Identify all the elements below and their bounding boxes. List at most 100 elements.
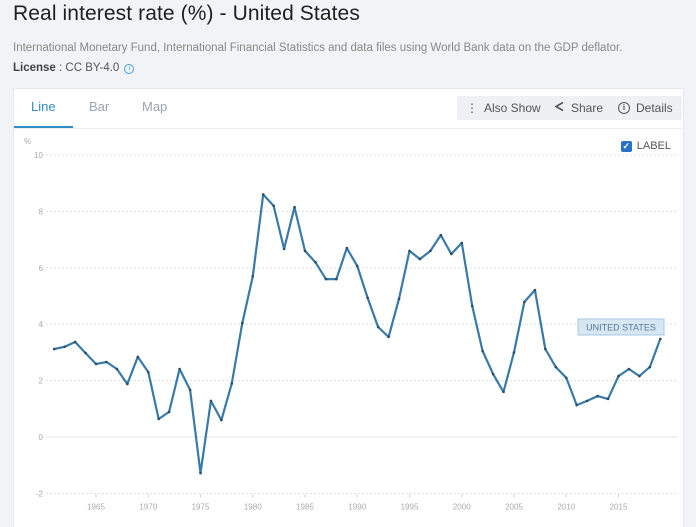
tab-map[interactable]: Map: [142, 99, 168, 114]
data-point-1990[interactable]: [355, 264, 359, 268]
source-text: International Monetary Fund, Internation…: [13, 42, 623, 54]
details-button[interactable]: i Details: [609, 96, 682, 120]
data-point-1995[interactable]: [408, 249, 411, 253]
data-point-2018[interactable]: [648, 365, 652, 369]
data-point-2001[interactable]: [470, 304, 474, 308]
data-point-1996[interactable]: [418, 257, 422, 261]
share-icon: [554, 101, 565, 115]
also-show-label: Also Show: [484, 101, 541, 115]
data-point-1991[interactable]: [366, 296, 370, 300]
data-point-1981[interactable]: [261, 193, 265, 196]
data-point-1968[interactable]: [126, 382, 129, 386]
tab-line[interactable]: Line: [31, 99, 56, 114]
data-point-1965[interactable]: [94, 362, 98, 366]
data-point-1970[interactable]: [146, 370, 150, 374]
data-point-1978[interactable]: [230, 382, 234, 385]
vertical-dots-icon: ⋮: [466, 101, 478, 115]
data-point-1999[interactable]: [450, 252, 453, 256]
data-point-2019[interactable]: [659, 337, 662, 341]
tab-bar[interactable]: Bar: [89, 99, 110, 114]
page-title: Real interest rate (%) - United States: [13, 2, 360, 25]
share-label: Share: [571, 101, 604, 115]
data-point-1973[interactable]: [178, 367, 181, 371]
x-tick-label: 2000: [453, 502, 471, 511]
data-point-2016[interactable]: [627, 367, 631, 371]
data-point-2013[interactable]: [596, 394, 599, 398]
data-point-1976[interactable]: [209, 399, 213, 403]
data-point-1966[interactable]: [105, 360, 108, 364]
data-point-2017[interactable]: [638, 374, 641, 378]
data-point-2004[interactable]: [502, 390, 505, 394]
data-point-2012[interactable]: [585, 399, 589, 403]
data-point-1961[interactable]: [52, 347, 56, 351]
license: License : CC BY-4.0 i: [13, 62, 135, 74]
data-point-1975[interactable]: [199, 471, 202, 475]
share-button[interactable]: Share: [545, 96, 613, 120]
data-point-1994[interactable]: [397, 297, 401, 301]
y-tick-label: 6: [39, 264, 44, 273]
data-point-1987[interactable]: [324, 277, 328, 281]
data-point-1972[interactable]: [167, 410, 171, 414]
label-checkbox[interactable]: ✓: [620, 140, 632, 152]
chart-card: Line Bar Map ⋮ Also Show Share i Details…: [13, 88, 684, 527]
y-tick-label: -2: [36, 489, 44, 498]
data-point-1997[interactable]: [429, 249, 432, 253]
data-point-1982[interactable]: [272, 204, 275, 208]
license-value: CC BY-4.0: [65, 62, 120, 74]
x-tick-label: 2005: [505, 502, 523, 511]
data-point-2006[interactable]: [523, 300, 526, 304]
data-point-1998[interactable]: [439, 233, 443, 237]
data-point-2009[interactable]: [554, 365, 558, 369]
data-point-1983[interactable]: [282, 247, 286, 251]
data-point-1992[interactable]: [376, 325, 380, 329]
data-point-2015[interactable]: [617, 374, 620, 378]
y-tick-label: 10: [34, 151, 43, 160]
data-point-1979[interactable]: [241, 321, 244, 325]
license-label: License: [13, 62, 56, 74]
data-point-1963[interactable]: [73, 340, 77, 344]
series-label-background: [577, 318, 665, 336]
series-label-united-states[interactable]: UNITED STATES: [577, 318, 665, 336]
data-point-1988[interactable]: [335, 277, 338, 281]
data-point-1962[interactable]: [63, 345, 66, 349]
x-tick-label: 1965: [87, 502, 105, 511]
chart-tabs: Line Bar Map ⋮ Also Show Share i Details: [14, 89, 683, 129]
also-show-button[interactable]: ⋮ Also Show: [457, 96, 550, 120]
data-point-2014[interactable]: [606, 397, 610, 401]
data-point-2011[interactable]: [575, 403, 578, 407]
y-tick-label: 4: [39, 320, 44, 329]
x-tick-label: 1970: [139, 502, 157, 511]
data-point-2003[interactable]: [491, 372, 495, 376]
data-point-2005[interactable]: [512, 351, 516, 354]
x-tick-label: 1975: [192, 502, 210, 511]
info-circle-icon[interactable]: i: [124, 64, 135, 74]
data-point-1964[interactable]: [84, 351, 87, 355]
data-point-1993[interactable]: [387, 335, 390, 339]
y-tick-label: 2: [39, 377, 44, 386]
data-point-1980[interactable]: [251, 274, 255, 278]
license-separator: :: [55, 62, 66, 74]
label-toggle[interactable]: ✓ LABEL: [620, 140, 671, 152]
data-point-1974[interactable]: [188, 388, 192, 392]
data-point-1986[interactable]: [314, 260, 317, 264]
y-axis-label: %: [24, 137, 31, 146]
label-toggle-text: LABEL: [636, 140, 671, 152]
series-label-text: UNITED STATES: [586, 323, 656, 333]
details-label: Details: [636, 101, 673, 115]
data-point-1969[interactable]: [136, 355, 140, 359]
y-tick-label: 8: [39, 207, 44, 216]
data-point-1967[interactable]: [115, 367, 119, 371]
data-point-1989[interactable]: [345, 246, 349, 250]
data-point-2000[interactable]: [460, 241, 464, 245]
data-point-1984[interactable]: [293, 205, 296, 209]
data-point-1985[interactable]: [303, 249, 307, 253]
series-line-united-states[interactable]: [53, 193, 662, 475]
x-tick-label: 1995: [401, 502, 419, 511]
data-point-1977[interactable]: [220, 418, 223, 422]
data-point-2007[interactable]: [533, 288, 537, 292]
data-point-2002[interactable]: [481, 349, 484, 353]
active-tab-indicator: [14, 126, 73, 128]
data-point-2008[interactable]: [544, 347, 547, 351]
data-point-2010[interactable]: [564, 376, 568, 380]
data-point-1971[interactable]: [157, 417, 160, 421]
